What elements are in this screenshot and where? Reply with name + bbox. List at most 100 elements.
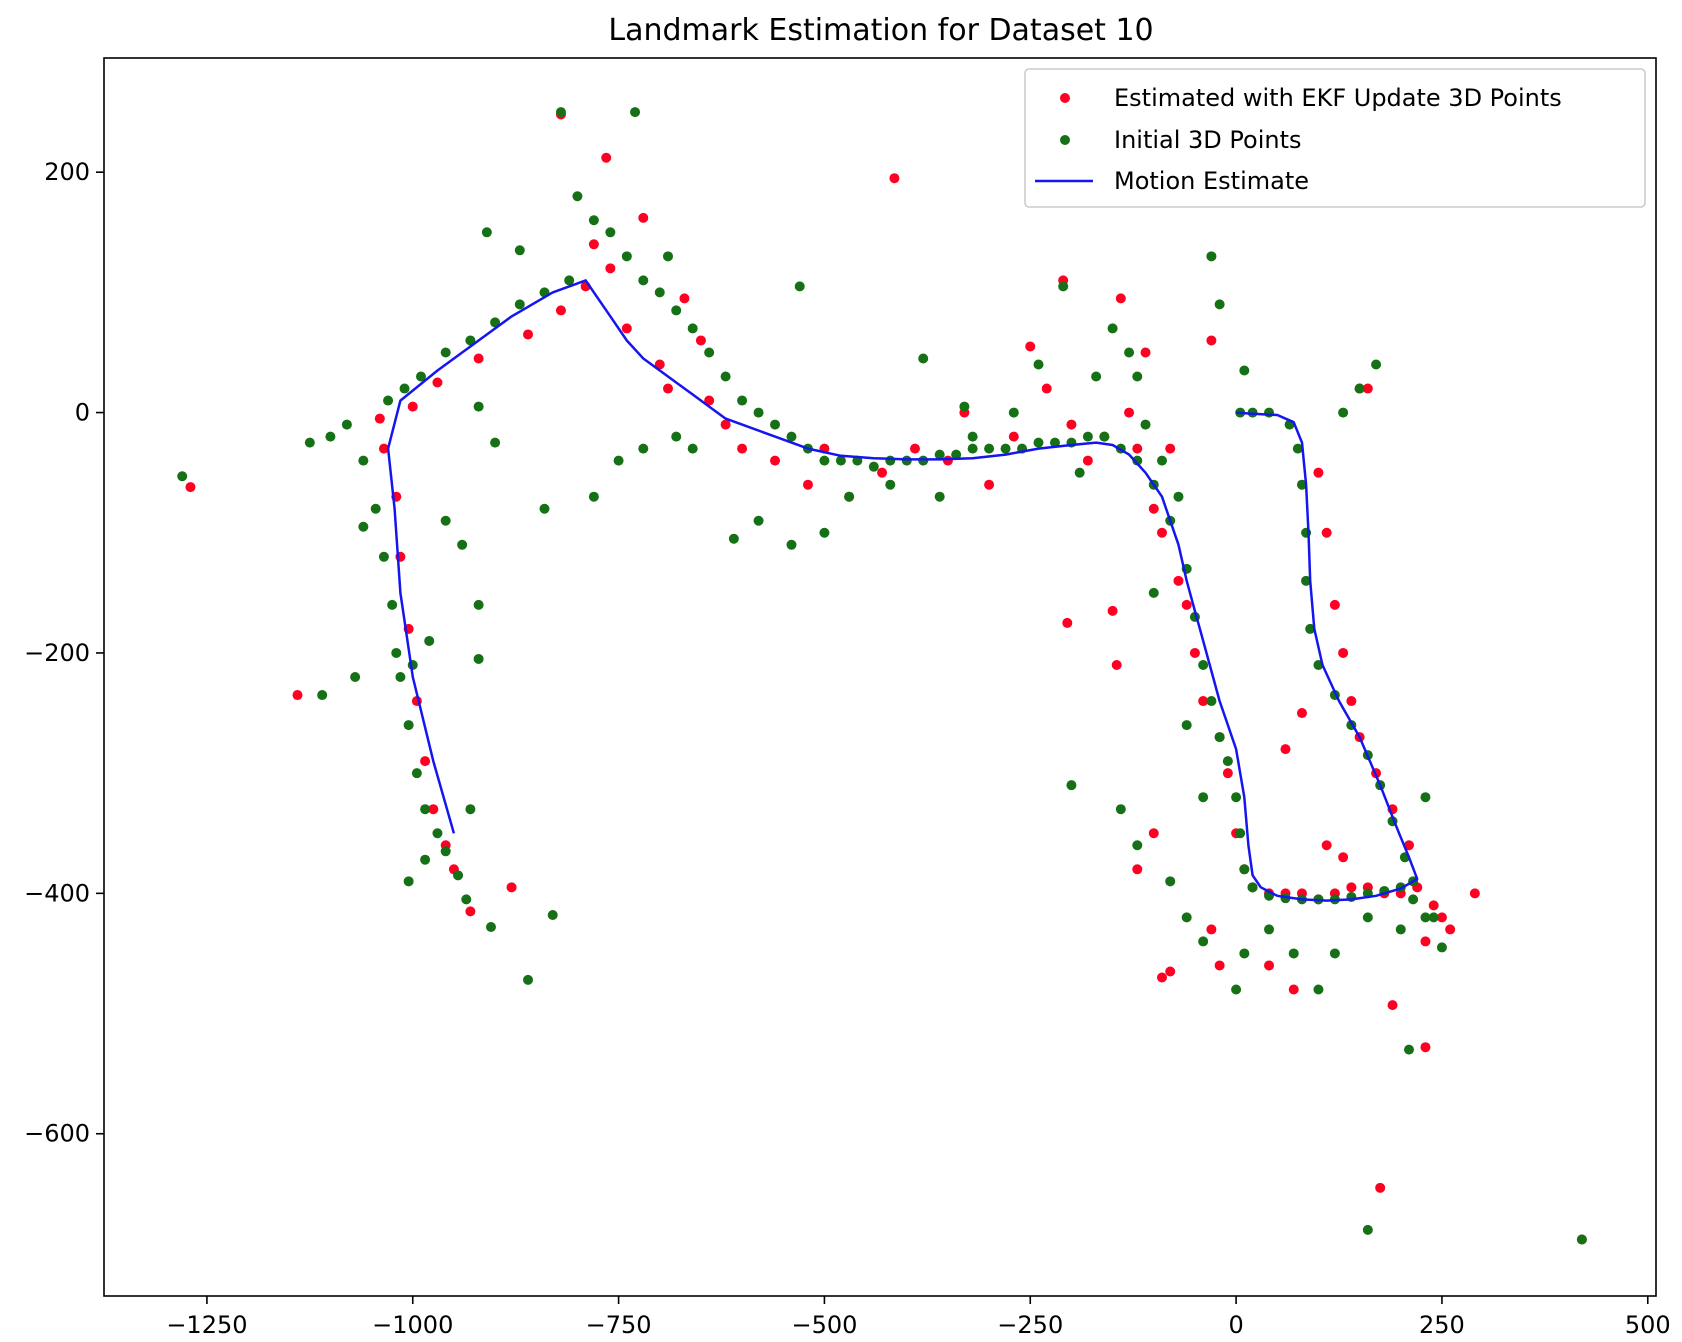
ekf-point [523, 329, 534, 340]
ekf-point [1066, 419, 1077, 430]
x-axis: −1250 −1000 −750 −500 −250 0 250 500 [166, 1296, 1671, 1339]
initial-point [387, 599, 398, 610]
initial-point [1231, 984, 1242, 995]
initial-point [704, 347, 715, 358]
initial-point [671, 431, 682, 442]
initial-point [1206, 696, 1217, 707]
y-tick-label: 200 [44, 158, 90, 186]
initial-point [984, 443, 995, 454]
initial-point [378, 551, 389, 562]
ekf-point [1140, 347, 1151, 358]
legend: Estimated with EKF Update 3D Points Init… [1024, 68, 1646, 208]
legend-label-motion: Motion Estimate [1114, 167, 1309, 195]
initial-point [395, 672, 406, 682]
initial-point [1132, 840, 1143, 851]
initial-point [490, 317, 501, 328]
initial-point [490, 437, 501, 448]
initial-point [1239, 365, 1250, 376]
initial-point [514, 245, 525, 256]
ekf-point [601, 152, 612, 163]
initial-point [770, 419, 781, 430]
x-tick-label: 0 [1228, 1311, 1243, 1339]
ekf-point [185, 482, 196, 493]
initial-point [440, 347, 451, 358]
legend-label-ekf: Estimated with EKF Update 3D Points [1114, 84, 1562, 112]
ekf-point [588, 239, 599, 250]
initial-point [473, 401, 484, 412]
legend-marker-ekf [1060, 93, 1070, 103]
ekf-point [679, 293, 690, 304]
ekf-point [1173, 575, 1184, 586]
initial-point [753, 407, 764, 418]
ekf-point [1264, 960, 1275, 971]
initial-point [317, 690, 328, 701]
initial-point [514, 299, 525, 310]
initial-point [432, 828, 443, 839]
initial-point [1239, 948, 1250, 959]
initial-point [539, 503, 550, 514]
ekf-point [1375, 1182, 1386, 1193]
ekf-point [420, 756, 431, 767]
ekf-point [638, 212, 649, 223]
ekf-point [1338, 647, 1349, 658]
initial-point [1296, 479, 1307, 490]
y-axis: −600 −400 −200 0 200 [24, 158, 104, 1148]
ekf-point [1387, 1000, 1398, 1011]
initial-point [1033, 359, 1044, 370]
initial-point [1000, 443, 1011, 454]
initial-point [1362, 912, 1373, 923]
ekf-point [1206, 924, 1217, 935]
initial-point [403, 876, 414, 887]
ekf-point [1362, 383, 1373, 394]
initial-point [1008, 407, 1019, 418]
x-tick-label: −500 [791, 1311, 857, 1339]
x-tick-label: −1250 [166, 1311, 247, 1339]
initial-point [1033, 437, 1044, 448]
ekf-point [984, 479, 995, 490]
ekf-point [621, 323, 632, 334]
initial-point [358, 455, 369, 466]
ekf-point [1346, 882, 1357, 893]
ekf-point [1008, 431, 1019, 442]
initial-point [415, 371, 426, 382]
ekf-point [1165, 966, 1176, 977]
ekf-point [1156, 527, 1167, 538]
initial-point [835, 455, 846, 466]
initial-point [358, 521, 369, 532]
ekf-point [1025, 341, 1036, 352]
initial-point [461, 894, 472, 905]
ekf-point [909, 443, 920, 454]
plot-frame [103, 57, 1657, 1297]
initial-point [1403, 1044, 1414, 1055]
ekf-point [1469, 888, 1480, 899]
initial-point [967, 431, 978, 442]
ekf-point [1428, 900, 1439, 911]
initial-point [885, 479, 896, 490]
ekf-point [465, 906, 476, 917]
initial-point [1132, 455, 1143, 466]
ekf-point [1280, 744, 1291, 755]
initial-point [457, 539, 468, 550]
initial-point [453, 870, 464, 881]
motion-estimate-line [386, 279, 1419, 902]
initial-point [621, 251, 632, 262]
initial-point [341, 419, 352, 430]
initial-point [465, 804, 476, 815]
initial-point [1329, 948, 1340, 959]
ekf-point [1148, 828, 1159, 839]
ekf-point [407, 401, 418, 412]
ekf-point [473, 353, 484, 364]
ekf-point [1420, 1042, 1431, 1053]
ekf-point [292, 690, 303, 701]
ekf-point [1214, 960, 1225, 971]
initial-point [662, 251, 673, 262]
ekf-point [802, 479, 813, 490]
initial-point [1074, 467, 1085, 478]
initial-point [1148, 587, 1159, 598]
initial-point [951, 449, 962, 460]
initial-point [177, 471, 188, 482]
x-tick-label: −1000 [372, 1311, 453, 1339]
initial-point [1132, 371, 1143, 382]
initial-point [383, 395, 394, 406]
y-tick-label: −400 [24, 879, 90, 907]
